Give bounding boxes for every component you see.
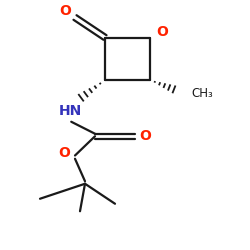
Text: O: O [140,129,151,143]
Text: O: O [58,146,70,160]
Text: O: O [156,25,168,39]
Text: HN: HN [58,104,82,118]
Text: O: O [59,4,71,18]
Text: CH₃: CH₃ [191,87,213,100]
